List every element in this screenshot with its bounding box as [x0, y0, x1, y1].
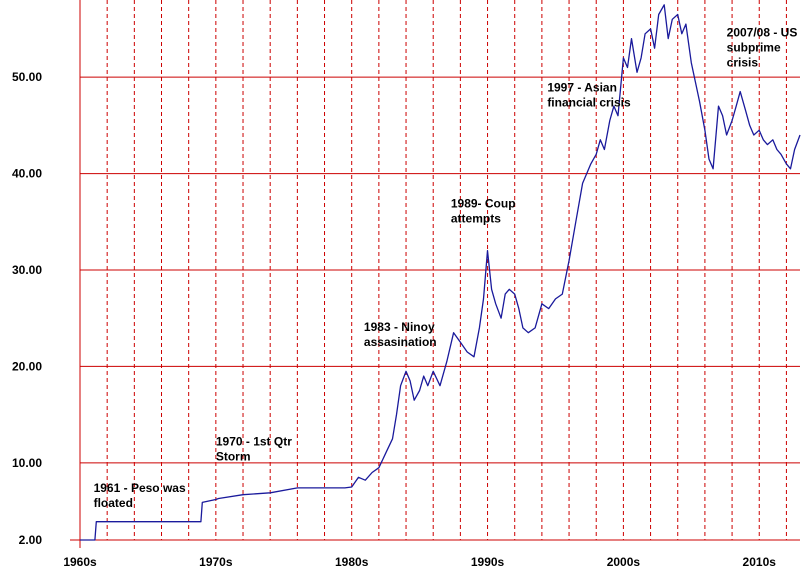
y-tick-label: 2.00 — [19, 533, 43, 547]
y-tick-label: 50.00 — [12, 70, 42, 84]
y-tick-label: 30.00 — [12, 263, 42, 277]
annotation-label: 2007/08 - US subprime crisis — [727, 26, 798, 70]
y-tick-label: 20.00 — [12, 359, 42, 373]
y-tick-label: 10.00 — [12, 456, 42, 470]
annotation-line: 1961 - Peso was — [94, 481, 186, 495]
series-line — [80, 4, 801, 541]
annotation-line: financial crisis — [547, 96, 631, 110]
annotation-label: 1970 - 1st Qtr Storm — [216, 435, 292, 464]
annotation-line: subprime — [727, 41, 781, 55]
annotation-label: 1997 - Asian financial crisis — [547, 81, 631, 110]
annotation-line: 1970 - 1st Qtr — [216, 435, 292, 449]
y-tick-label: 40.00 — [12, 167, 42, 181]
annotation-line: 2007/08 - US — [727, 26, 798, 40]
annotation-label: 1983 - Ninoy assasination — [364, 320, 437, 349]
x-tick-label: 2010s — [743, 555, 777, 569]
y-tick-labels: 2.00 10.00 20.00 30.00 40.00 50.00 — [12, 70, 42, 547]
annotation-label: 1961 - Peso was floated — [94, 481, 186, 510]
annotation-line: crisis — [727, 56, 759, 70]
annotations: 1961 - Peso was floated 1970 - 1st Qtr Stor… — [94, 26, 798, 510]
grid-lines — [79, 0, 800, 540]
annotation-line: 1983 - Ninoy — [364, 320, 435, 334]
series-layer — [80, 4, 801, 541]
annotation-line: 1989- Coup — [451, 196, 516, 210]
x-tick-label: 1990s — [471, 555, 505, 569]
annotation-label: 1989- Coup attempts — [451, 196, 516, 225]
annotation-line: assasination — [364, 335, 437, 349]
annotation-line: 1997 - Asian — [547, 81, 617, 95]
x-tick-label: 1960s — [63, 555, 97, 569]
axes — [70, 0, 800, 548]
x-tick-label: 1980s — [335, 555, 369, 569]
x-tick-label: 1970s — [199, 555, 233, 569]
annotation-line: Storm — [216, 450, 251, 464]
x-tick-label: 2000s — [607, 555, 641, 569]
annotation-line: attempts — [451, 211, 501, 225]
annotation-line: floated — [94, 496, 133, 510]
x-tick-labels: 1960s 1970s 1980s 1990s 2000s 2010s — [63, 555, 776, 569]
